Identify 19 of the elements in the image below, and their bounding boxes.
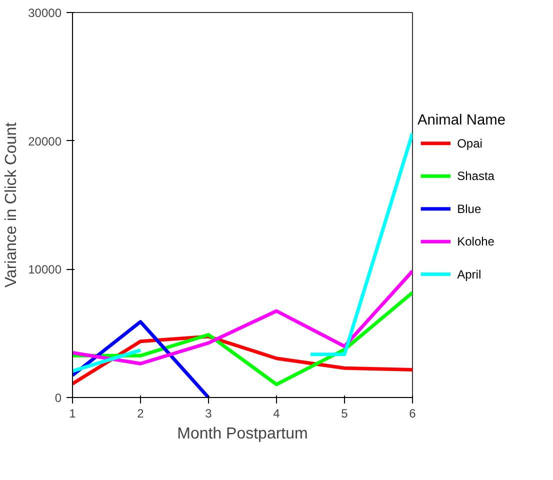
y-tick-label: 30000 bbox=[28, 6, 62, 20]
legend-label: Shasta bbox=[457, 169, 495, 184]
legend-title: Animal Name bbox=[418, 112, 506, 128]
y-tick-label: 0 bbox=[54, 391, 62, 405]
x-axis-title: Month Postpartum bbox=[177, 426, 308, 442]
x-tick-label: 2 bbox=[137, 406, 144, 420]
legend-label: Blue bbox=[457, 202, 482, 216]
legend-label: Kolohe bbox=[457, 234, 495, 249]
x-tick-label: 4 bbox=[273, 406, 280, 420]
y-axis-title: Variance in Click Count bbox=[3, 122, 20, 288]
x-tick-label: 3 bbox=[205, 406, 212, 420]
y-tick-label: 20000 bbox=[28, 134, 62, 148]
line-series bbox=[72, 269, 412, 366]
y-tick-label: 10000 bbox=[28, 262, 62, 277]
x-tick-label: 5 bbox=[341, 406, 348, 420]
legend-label: Opai bbox=[457, 136, 482, 150]
legend-label: April bbox=[457, 267, 482, 282]
x-tick-label: 6 bbox=[409, 406, 416, 420]
x-tick-label: 1 bbox=[69, 406, 76, 420]
